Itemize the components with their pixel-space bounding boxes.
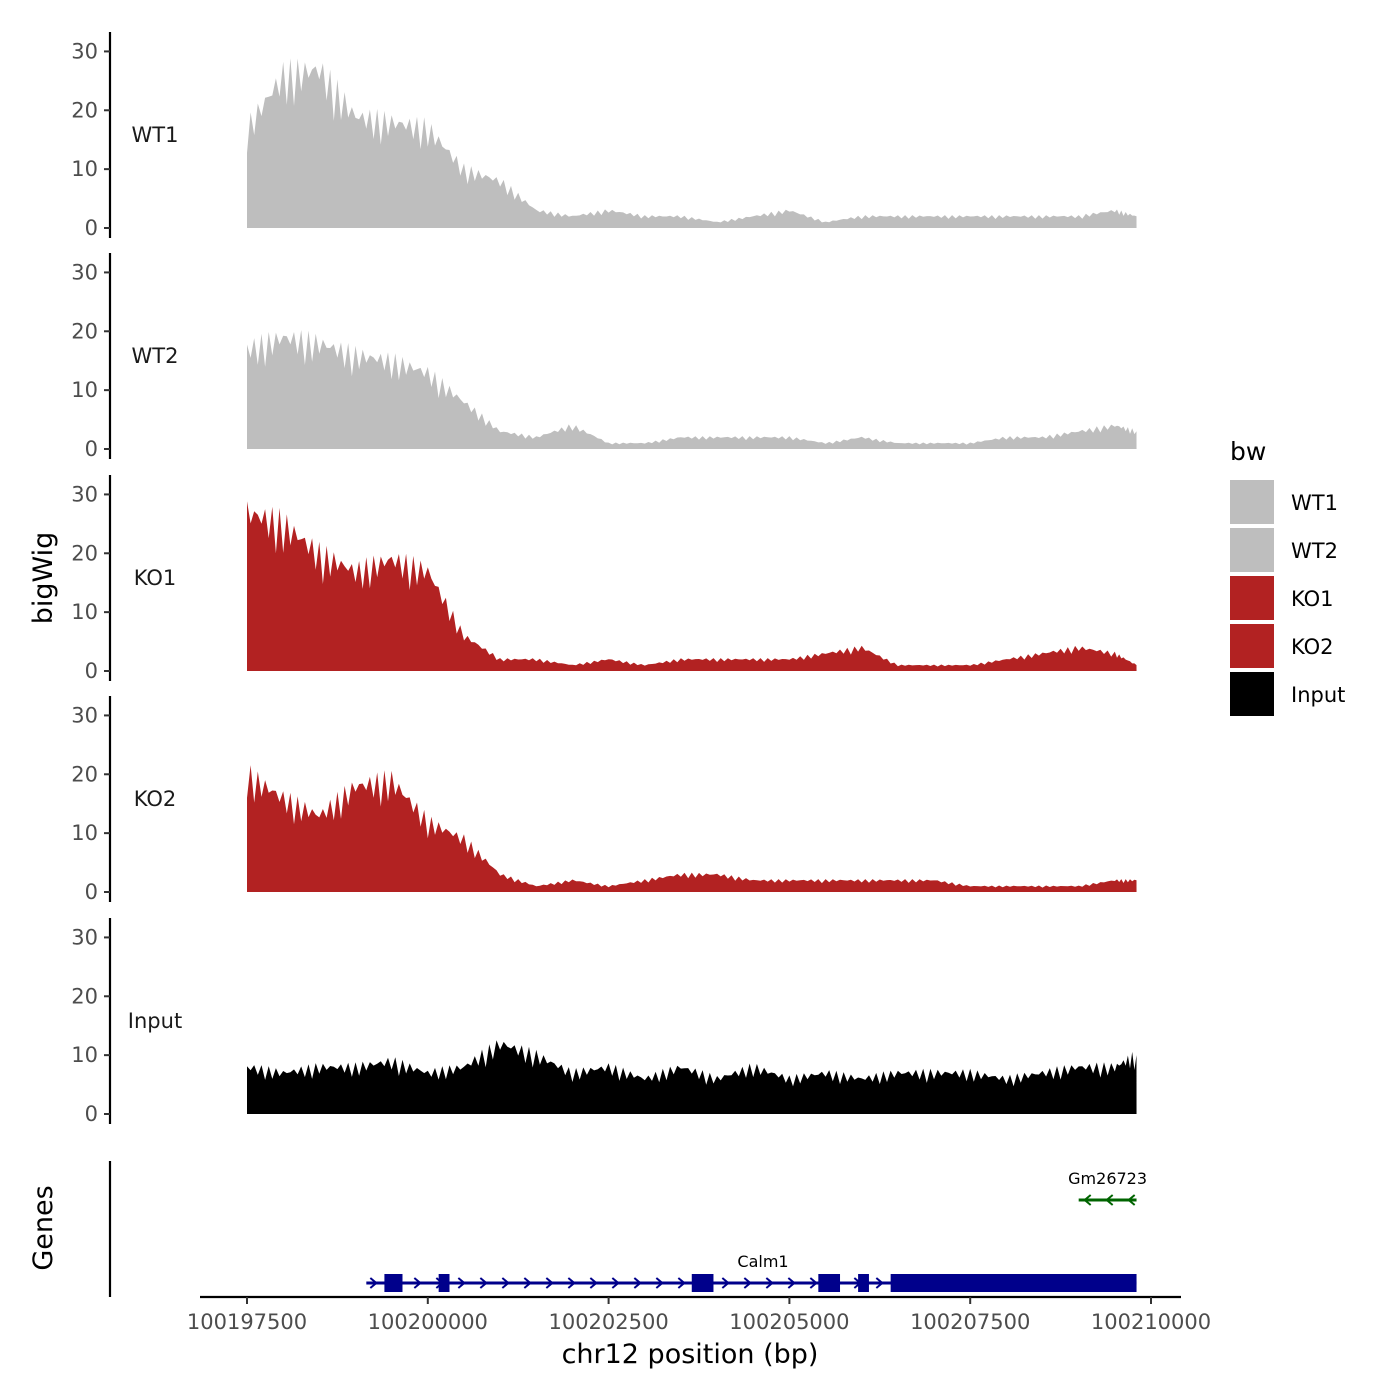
strand-chevron — [743, 1277, 752, 1289]
x-axis: 100197500 100200000 100202500 100205000 1002… — [187, 1295, 1211, 1334]
gene-label: Gm26723 — [1068, 1169, 1147, 1188]
x-tick-label: 100197500 — [187, 1310, 307, 1334]
y-tick-label: 20 — [71, 984, 98, 1008]
y-tick-label: 20 — [71, 98, 98, 122]
strand-chevron — [611, 1277, 620, 1289]
legend-swatch-ko2 — [1230, 624, 1274, 668]
track-label: KO2 — [134, 787, 177, 811]
legend: bw WT1 WT2 KO1 KO2 Input — [1230, 437, 1345, 716]
coverage-area-ko2 — [247, 765, 1137, 892]
coverage-area-wt2 — [247, 330, 1137, 449]
gene-exon — [438, 1274, 450, 1292]
x-tick-label: 100202500 — [548, 1310, 668, 1334]
track-panel-input: 0 10 20 30 Input — [71, 918, 1137, 1126]
x-tick-label: 100207500 — [910, 1310, 1030, 1334]
y-tick-label: 10 — [71, 378, 98, 402]
track-panels: 0 10 20 30 WT1 0 10 20 30 WT2 0 10 20 30 KO1 0 10 20 30 KO2… — [71, 32, 1137, 1126]
track-panel-wt1: 0 10 20 30 WT1 — [71, 32, 1137, 240]
y-tick-label: 30 — [71, 482, 98, 506]
y-tick-label: 0 — [85, 880, 98, 904]
y-tick-label: 20 — [71, 319, 98, 343]
gene-calm1: Calm1 — [366, 1252, 1137, 1292]
strand-chevron — [787, 1277, 796, 1289]
strand-chevron — [479, 1277, 488, 1289]
strand-chevron — [677, 1277, 686, 1289]
strand-chevron — [413, 1277, 422, 1289]
legend-label: WT1 — [1291, 491, 1338, 515]
coverage-area-wt1 — [247, 58, 1137, 229]
gene-exon — [384, 1274, 403, 1292]
coverage-area-ko1 — [247, 501, 1137, 671]
strand-chevron — [523, 1277, 532, 1289]
track-label: KO1 — [134, 566, 177, 590]
gene-exon — [691, 1274, 714, 1292]
strand-chevron — [501, 1277, 510, 1289]
y-tick-label: 0 — [85, 437, 98, 461]
track-label: WT2 — [132, 344, 179, 368]
strand-chevron — [655, 1277, 664, 1289]
gene-exon — [890, 1274, 1137, 1292]
y-tick-label: 0 — [85, 659, 98, 683]
gene-exon — [858, 1274, 869, 1292]
strand-chevron — [567, 1277, 576, 1289]
x-axis-title: chr12 position (bp) — [562, 1339, 819, 1370]
strand-chevron — [765, 1277, 774, 1289]
legend-title: bw — [1230, 437, 1266, 466]
y-tick-label: 10 — [71, 821, 98, 845]
gene-label: Calm1 — [737, 1252, 788, 1271]
strand-chevron — [1127, 1194, 1136, 1206]
track-panel-wt2: 0 10 20 30 WT2 — [71, 253, 1137, 461]
strand-chevron — [545, 1277, 554, 1289]
coverage-area-input — [247, 1040, 1137, 1114]
track-label: WT1 — [132, 123, 179, 147]
legend-swatch-wt1 — [1230, 480, 1274, 524]
y-tick-label: 0 — [85, 1102, 98, 1126]
gene-exon — [818, 1274, 841, 1292]
y-tick-label: 10 — [71, 1043, 98, 1067]
genes-panel-label: Genes — [28, 1185, 59, 1270]
strand-chevron — [369, 1277, 378, 1289]
strand-chevron — [721, 1277, 730, 1289]
y-axis-title: bigWig — [28, 532, 59, 625]
y-tick-label: 30 — [71, 703, 98, 727]
y-tick-label: 20 — [71, 541, 98, 565]
y-tick-label: 30 — [71, 39, 98, 63]
strand-chevron — [1105, 1194, 1114, 1206]
strand-chevron — [457, 1277, 466, 1289]
legend-label: WT2 — [1291, 539, 1338, 563]
genes-panel: Calm1 Gm26723 — [108, 1161, 1147, 1297]
track-label: Input — [128, 1009, 182, 1033]
track-panel-ko2: 0 10 20 30 KO2 — [71, 696, 1137, 904]
y-tick-label: 10 — [71, 600, 98, 624]
x-tick-label: 100210000 — [1091, 1310, 1211, 1334]
y-tick-label: 20 — [71, 762, 98, 786]
y-tick-label: 0 — [85, 216, 98, 240]
legend-label: Input — [1291, 683, 1345, 707]
y-tick-label: 30 — [71, 260, 98, 284]
y-tick-label: 10 — [71, 157, 98, 181]
x-tick-label: 100200000 — [368, 1310, 488, 1334]
y-tick-label: 30 — [71, 925, 98, 949]
legend-label: KO2 — [1291, 635, 1334, 659]
strand-chevron — [633, 1277, 642, 1289]
track-panel-ko1: 0 10 20 30 KO1 — [71, 475, 1137, 683]
x-tick-label: 100205000 — [729, 1310, 849, 1334]
strand-chevron — [875, 1277, 884, 1289]
legend-swatch-input — [1230, 672, 1274, 716]
legend-swatch-wt2 — [1230, 528, 1274, 572]
strand-chevron — [809, 1277, 818, 1289]
gene-gm26723: Gm26723 — [1068, 1169, 1147, 1206]
strand-chevron — [589, 1277, 598, 1289]
legend-label: KO1 — [1291, 587, 1334, 611]
legend-swatch-ko1 — [1230, 576, 1274, 620]
strand-chevron — [1083, 1194, 1092, 1206]
